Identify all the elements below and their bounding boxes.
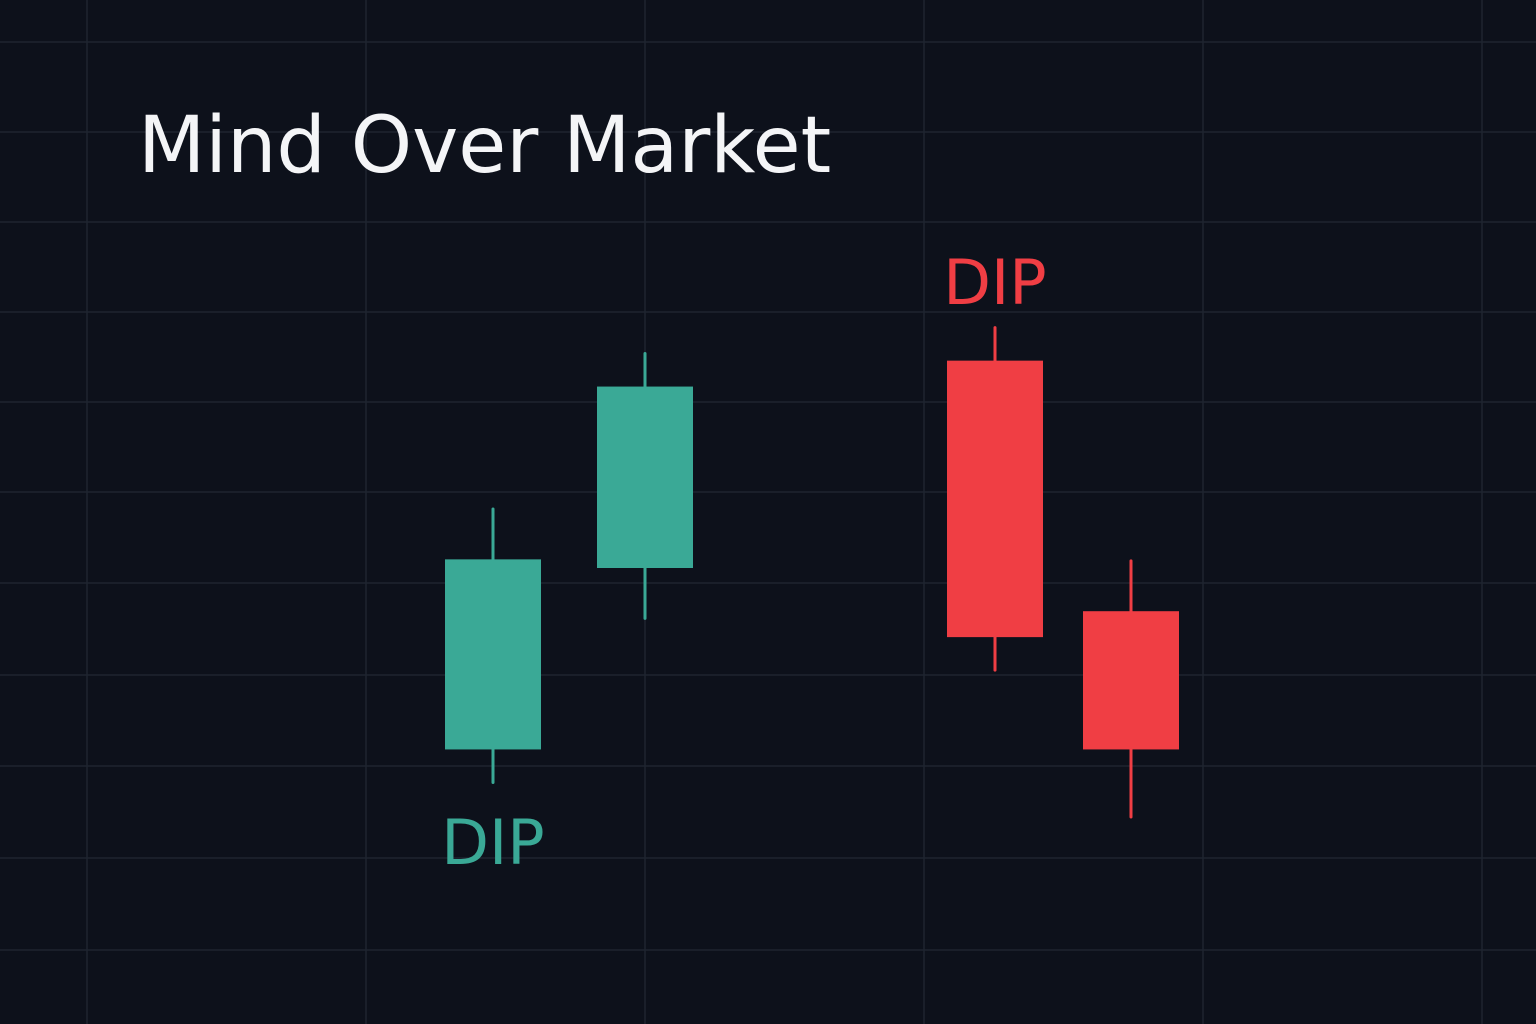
candle-body: [445, 559, 541, 750]
candle-3: [947, 326, 1043, 672]
candle-body: [597, 386, 693, 568]
chart-title: Mind Over Market: [138, 101, 831, 191]
dip-label-below: DIP: [441, 806, 544, 879]
annotations: DIP DIP: [441, 246, 1046, 879]
candle-4: [1083, 559, 1179, 819]
candle-body: [947, 360, 1043, 638]
candle-2: [597, 352, 693, 620]
candle-1: [445, 507, 541, 784]
candles: [445, 326, 1179, 819]
candle-body: [1083, 611, 1179, 750]
dip-label-above: DIP: [943, 246, 1046, 319]
